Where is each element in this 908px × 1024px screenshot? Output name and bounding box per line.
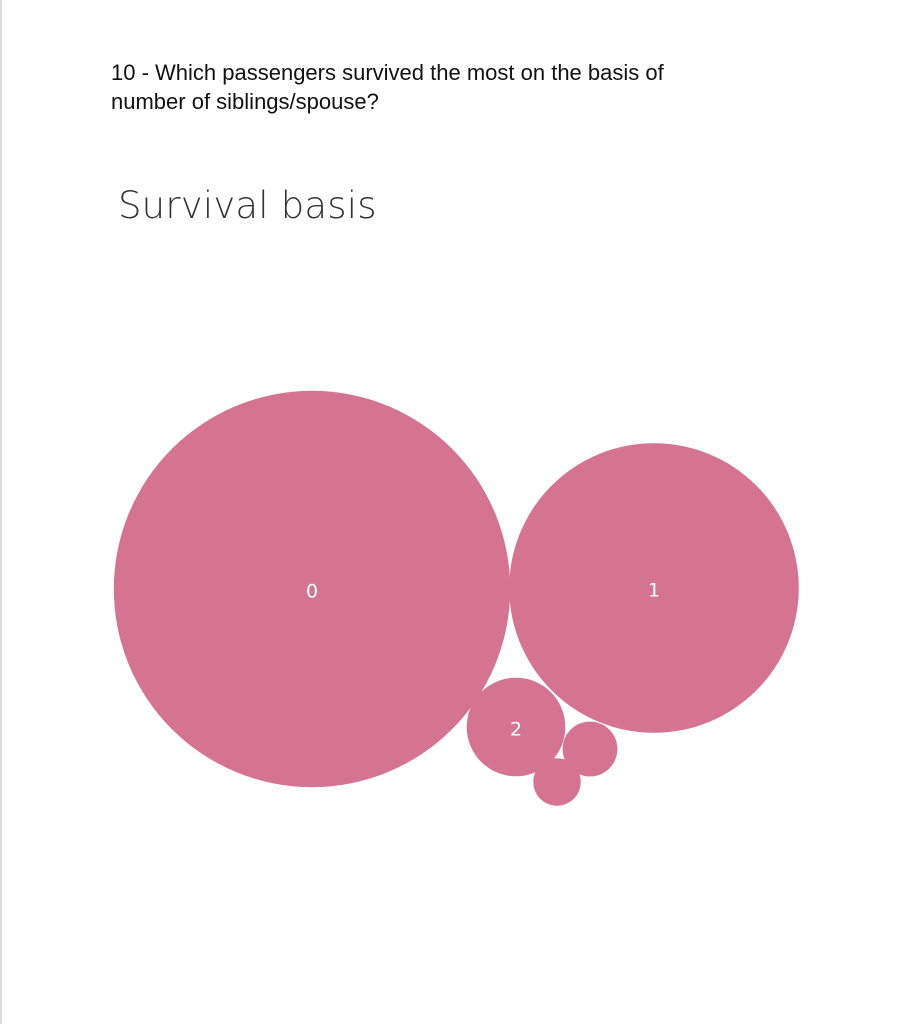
chart-title: Survival basis bbox=[118, 184, 377, 227]
question-text: 10 - Which passengers survived the most … bbox=[111, 58, 791, 116]
bubble-4[interactable] bbox=[533, 758, 581, 806]
bubble-1[interactable] bbox=[509, 443, 799, 733]
bubble-group: 0 1 2 bbox=[113, 390, 799, 806]
question-line-1: 10 - Which passengers survived the most … bbox=[111, 60, 664, 85]
bubble-0[interactable] bbox=[113, 390, 511, 788]
bubble-2[interactable] bbox=[466, 677, 566, 777]
bubble-label-0: 0 bbox=[306, 581, 318, 603]
bubble-label-1: 1 bbox=[648, 580, 660, 602]
bubble-label-2: 2 bbox=[510, 719, 522, 741]
page-left-border bbox=[0, 0, 2, 1024]
question-line-2: number of siblings/spouse? bbox=[111, 89, 379, 114]
bubble-3[interactable] bbox=[562, 721, 618, 777]
